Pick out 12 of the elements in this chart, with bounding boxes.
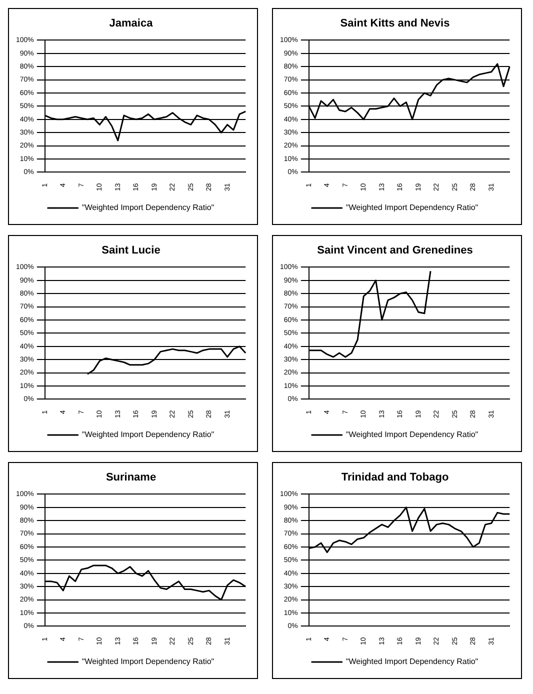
legend-label: "Weighted Import Dependency Ratio"	[346, 657, 478, 666]
legend-label: "Weighted Import Dependency Ratio"	[346, 203, 478, 212]
chart-title: Trinidad and Tobago	[341, 472, 449, 484]
legend-label: "Weighted Import Dependency Ratio"	[82, 657, 214, 666]
legend-label: "Weighted Import Dependency Ratio"	[82, 430, 214, 440]
chart-title: Jamaica	[109, 18, 154, 30]
legend-label: "Weighted Import Dependency Ratio"	[82, 203, 214, 212]
chart-title: Saint Lucie	[102, 244, 160, 257]
chart-title: Saint Vincent and Grenedines	[317, 244, 473, 257]
legend-label: "Weighted Import Dependency Ratio"	[346, 430, 478, 440]
chart-title: Suriname	[106, 472, 156, 484]
chart-title: Saint Kitts and Nevis	[340, 18, 450, 30]
